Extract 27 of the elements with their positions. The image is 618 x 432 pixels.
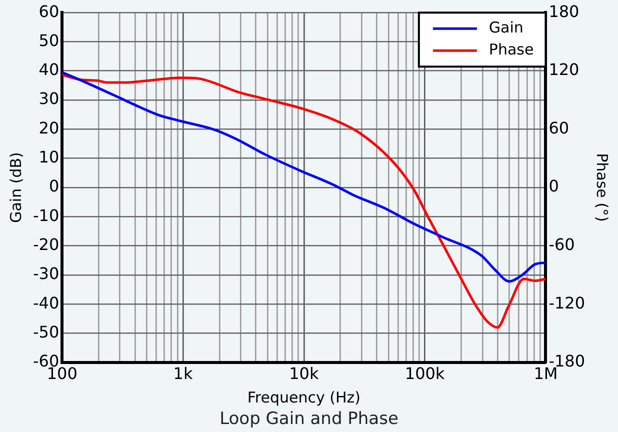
y2-tick-label: 60 — [548, 118, 570, 138]
y-tick-label: 60 — [38, 2, 60, 21]
y2-axis-title: Phase (°) — [593, 153, 612, 222]
y-tick-label: 40 — [38, 60, 60, 80]
y-axis-title: Gain (dB) — [6, 152, 25, 223]
legend-label: Phase — [488, 40, 534, 58]
x-axis-title: Frequency (Hz) — [247, 388, 360, 406]
y-tick-label: 30 — [38, 89, 60, 108]
y-tick-label: -10 — [32, 206, 60, 225]
y-tick-label: 10 — [38, 148, 60, 167]
y2-tick-label: -120 — [548, 293, 585, 312]
y2-tick-label: 120 — [548, 60, 580, 80]
y-tick-label: 0 — [48, 176, 60, 196]
x-tick-label: 100k — [404, 364, 446, 384]
y-tick-label: -40 — [32, 293, 60, 312]
y-tick-label: -50 — [32, 322, 60, 342]
y2-tick-label: 0 — [548, 176, 559, 196]
x-tick-label: 1k — [173, 364, 194, 384]
y-tick-label: 20 — [38, 118, 60, 138]
y-tick-label: 50 — [38, 30, 60, 50]
y2-tick-label: -60 — [548, 234, 575, 254]
y2-tick-label: 180 — [548, 2, 580, 21]
text: Loop Gain and Phase — [220, 409, 398, 430]
y-tick-label: -30 — [32, 264, 60, 284]
x-tick-label: 10k — [289, 364, 320, 384]
legend-label: Gain — [488, 18, 524, 36]
y-tick-label: -20 — [32, 234, 60, 254]
